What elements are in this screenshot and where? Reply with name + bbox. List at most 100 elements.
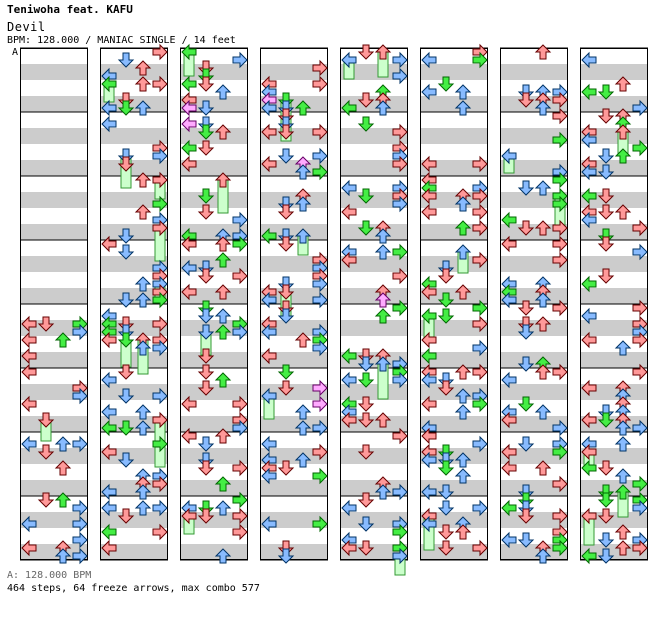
beat-band [500,448,568,464]
beat-band [20,544,88,560]
beat-band [100,432,168,448]
beat-band [340,128,408,144]
beat-band [260,352,328,368]
beat-band [340,352,408,368]
beat-band [100,480,168,496]
song-artist: Teniwoha feat. KAFU [7,3,133,16]
beat-band [260,304,328,320]
beat-band [100,384,168,400]
beat-band [580,416,648,432]
beat-band [420,208,488,224]
beat-band [180,480,248,496]
beat-band [340,256,408,272]
beat-band [500,304,568,320]
beat-band [500,352,568,368]
beat-band [20,400,88,416]
beat-band [260,288,328,304]
beat-band [500,240,568,256]
beat-band [340,288,408,304]
beat-band [100,400,168,416]
beat-band [420,192,488,208]
beat-band [340,208,408,224]
beat-band [500,416,568,432]
beat-band [580,64,648,80]
beat-band [180,48,248,64]
beat-band [580,240,648,256]
beat-band [20,432,88,448]
beat-band [20,496,88,512]
beat-band [100,288,168,304]
beat-band [420,288,488,304]
beat-band [580,400,648,416]
beat-band [500,480,568,496]
beat-band [420,112,488,128]
beat-band [500,272,568,288]
beat-band [260,96,328,112]
beat-band [580,512,648,528]
beat-band [20,352,88,368]
beat-band [580,384,648,400]
beat-band [260,400,328,416]
beat-band [580,112,648,128]
beat-band [180,208,248,224]
beat-band [20,416,88,432]
beat-band [100,112,168,128]
beat-band [260,112,328,128]
beat-band [500,544,568,560]
beat-band [500,256,568,272]
beat-band [260,256,328,272]
beat-band [180,432,248,448]
beat-band [580,480,648,496]
beat-band [260,496,328,512]
beat-band [100,48,168,64]
beat-band [500,368,568,384]
beat-band [420,144,488,160]
beat-band [180,544,248,560]
beat-band [20,480,88,496]
beat-band [180,96,248,112]
beat-band [100,304,168,320]
beat-band [260,128,328,144]
column-border [340,48,408,560]
beat-band [180,64,248,80]
beat-band [20,272,88,288]
beat-band [260,512,328,528]
beat-band [340,464,408,480]
beat-band [180,304,248,320]
beat-band [500,128,568,144]
beat-band [420,464,488,480]
beat-band [580,272,648,288]
beat-band [580,288,648,304]
beat-band [100,528,168,544]
stats-line: 464 steps, 64 freeze arrows, max combo 5… [7,583,260,594]
beat-band [260,448,328,464]
beat-band [580,176,648,192]
beat-band [260,464,328,480]
chart-column [180,44,248,564]
beat-band [420,64,488,80]
beat-band [580,96,648,112]
bpm-line: A: 128.000 BPM [7,570,92,581]
beat-band [340,432,408,448]
beat-band [100,240,168,256]
beat-band [180,256,248,272]
beat-band [500,496,568,512]
column-border [20,48,88,560]
beat-band [20,320,88,336]
beat-band [420,352,488,368]
beat-band [420,320,488,336]
beat-band [500,512,568,528]
beat-band [260,544,328,560]
beat-band [20,240,88,256]
beat-band [20,384,88,400]
beat-band [420,304,488,320]
beat-band [420,400,488,416]
column-border [580,48,648,560]
beat-band [260,80,328,96]
beat-band [580,352,648,368]
beat-band [180,160,248,176]
beat-band [260,336,328,352]
beat-band [580,544,648,560]
beat-band [20,96,88,112]
